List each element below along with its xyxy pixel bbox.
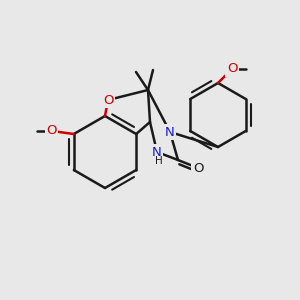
Text: H: H bbox=[155, 156, 163, 166]
Text: N: N bbox=[165, 125, 175, 139]
Text: O: O bbox=[46, 124, 57, 137]
Text: O: O bbox=[227, 62, 237, 76]
Text: N: N bbox=[152, 146, 162, 158]
Text: O: O bbox=[193, 161, 203, 175]
Text: O: O bbox=[103, 94, 113, 106]
